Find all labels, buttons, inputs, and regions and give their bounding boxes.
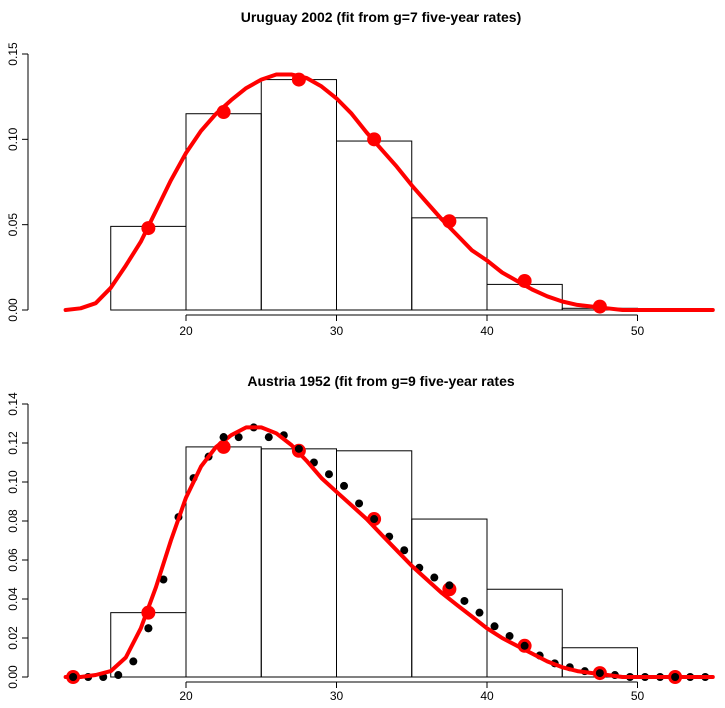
fit-curve-line [63, 425, 715, 679]
x-tick-label: 20 [179, 689, 193, 703]
single-year-point [400, 546, 409, 555]
y-tick-label: 0.08 [6, 509, 20, 533]
single-year-point [520, 641, 529, 650]
single-year-point [294, 444, 303, 453]
five-year-rate-point [216, 439, 231, 454]
single-year-point [460, 596, 469, 605]
single-year-point [69, 673, 78, 681]
single-year-point [475, 608, 484, 617]
chart-title: Austria 1952 (fit from g=9 five-year rat… [247, 373, 514, 389]
single-year-point [114, 671, 123, 680]
single-year-point [671, 673, 680, 681]
single-year-point [234, 433, 243, 442]
x-tick-label: 30 [330, 689, 344, 703]
five-year-rate-point [216, 105, 231, 120]
x-tick-label: 40 [480, 324, 494, 338]
five-year-rate-point [141, 221, 156, 236]
x-tick-label: 40 [480, 689, 494, 703]
y-tick-label: 0.14 [6, 392, 20, 416]
x-tick-label: 50 [631, 324, 645, 338]
single-year-point [595, 669, 604, 678]
single-year-point [219, 433, 228, 442]
single-year-point [159, 575, 168, 584]
single-year-point [129, 657, 138, 666]
y-tick-label: 0.05 [6, 213, 20, 237]
y-tick-label: 0.00 [6, 298, 20, 322]
five-year-rate-point [517, 273, 532, 288]
x-tick-label: 20 [179, 324, 193, 338]
austria-1952-panel: Austria 1952 (fit from g=9 five-year rat… [6, 373, 715, 703]
single-year-point [144, 624, 153, 633]
chart-title: Uruguay 2002 (fit from g=7 five-year rat… [241, 9, 522, 25]
y-tick-label: 0.15 [6, 42, 20, 66]
five-year-rate-point [291, 72, 306, 87]
x-tick-label: 50 [631, 689, 645, 703]
y-tick-label: 0.06 [6, 548, 20, 572]
single-year-point [355, 499, 364, 508]
single-year-point [370, 515, 379, 524]
histogram-bar [486, 588, 563, 678]
x-tick-label: 30 [330, 324, 344, 338]
uruguay-2002-panel: Uruguay 2002 (fit from g=7 five-year rat… [6, 9, 715, 338]
single-year-point [340, 481, 349, 490]
y-tick-label: 0.10 [6, 470, 20, 494]
single-year-point [505, 632, 514, 641]
fit-curve-line [63, 72, 715, 312]
single-year-point [264, 433, 273, 442]
five-year-rate-point [367, 132, 382, 147]
single-year-point [430, 573, 439, 582]
five-year-rate-point [442, 214, 457, 229]
five-year-rate-point [141, 605, 156, 620]
single-year-point [445, 581, 454, 590]
y-tick-label: 0.00 [6, 665, 20, 689]
five-year-rate-point [592, 299, 607, 314]
y-tick-label: 0.02 [6, 626, 20, 650]
y-tick-label: 0.04 [6, 587, 20, 611]
single-year-point [490, 622, 499, 631]
single-year-point [324, 470, 333, 479]
y-tick-label: 0.12 [6, 431, 20, 455]
y-tick-label: 0.10 [6, 127, 20, 151]
